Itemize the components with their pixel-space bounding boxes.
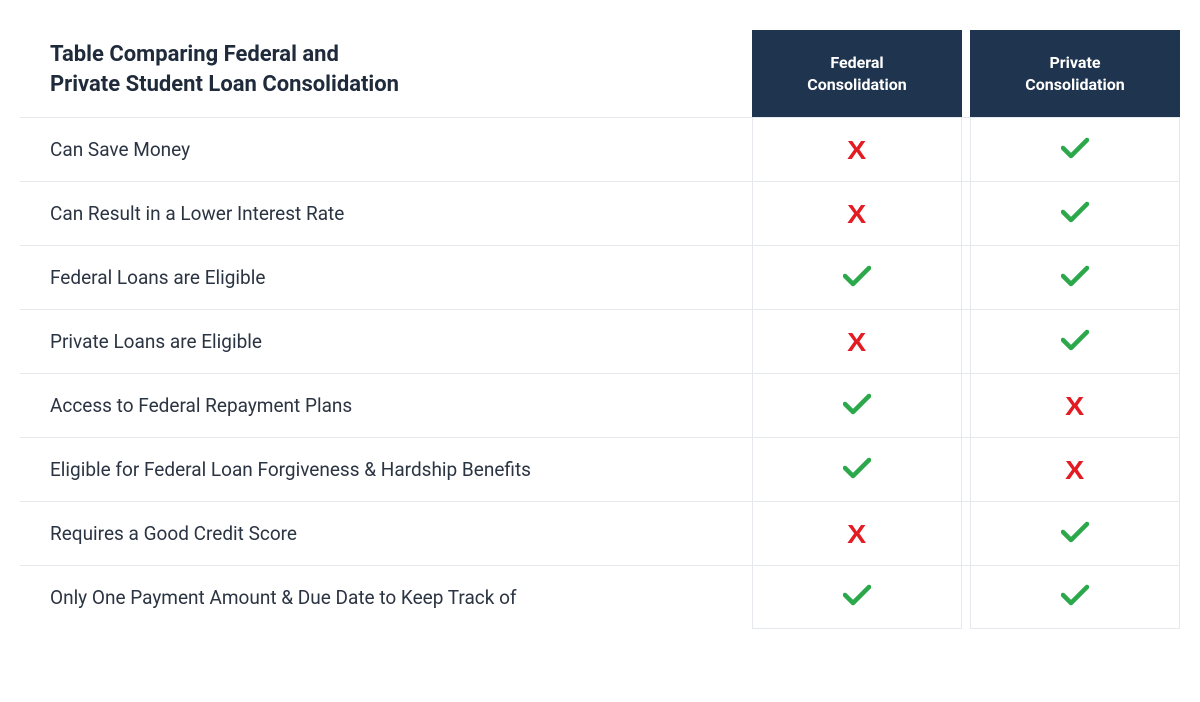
value-private: X: [970, 373, 1180, 437]
x-icon: X: [1065, 393, 1084, 419]
value-private: [970, 309, 1180, 373]
value-federal: X: [752, 117, 962, 181]
feature-label: Eligible for Federal Loan Forgiveness & …: [20, 437, 752, 501]
check-icon: [1061, 584, 1089, 606]
check-icon: [843, 457, 871, 479]
value-private: X: [970, 437, 1180, 501]
feature-label: Can Result in a Lower Interest Rate: [20, 181, 752, 245]
x-icon: X: [847, 137, 866, 163]
x-icon: X: [847, 201, 866, 227]
column-header-private: PrivateConsolidation: [970, 30, 1180, 117]
feature-label: Federal Loans are Eligible: [20, 245, 752, 309]
x-icon: X: [847, 521, 866, 547]
x-icon: X: [847, 329, 866, 355]
check-icon: [1061, 521, 1089, 543]
comparison-table: Table Comparing Federal andPrivate Stude…: [20, 30, 1180, 629]
check-icon: [1061, 201, 1089, 223]
value-private: [970, 501, 1180, 565]
value-federal: X: [752, 501, 962, 565]
value-federal: X: [752, 309, 962, 373]
value-private: [970, 117, 1180, 181]
check-icon: [1061, 137, 1089, 159]
check-icon: [843, 584, 871, 606]
check-icon: [843, 265, 871, 287]
feature-label: Access to Federal Repayment Plans: [20, 373, 752, 437]
check-icon: [1061, 265, 1089, 287]
value-federal: [752, 565, 962, 629]
value-federal: [752, 437, 962, 501]
column-header-federal: FederalConsolidation: [752, 30, 962, 117]
value-private: [970, 181, 1180, 245]
table-title: Table Comparing Federal andPrivate Stude…: [20, 30, 752, 117]
value-private: [970, 565, 1180, 629]
value-private: [970, 245, 1180, 309]
feature-label: Requires a Good Credit Score: [20, 501, 752, 565]
check-icon: [843, 393, 871, 415]
feature-label: Only One Payment Amount & Due Date to Ke…: [20, 565, 752, 629]
value-federal: [752, 245, 962, 309]
x-icon: X: [1065, 457, 1084, 483]
feature-label: Can Save Money: [20, 117, 752, 181]
feature-label: Private Loans are Eligible: [20, 309, 752, 373]
value-federal: X: [752, 181, 962, 245]
value-federal: [752, 373, 962, 437]
check-icon: [1061, 329, 1089, 351]
